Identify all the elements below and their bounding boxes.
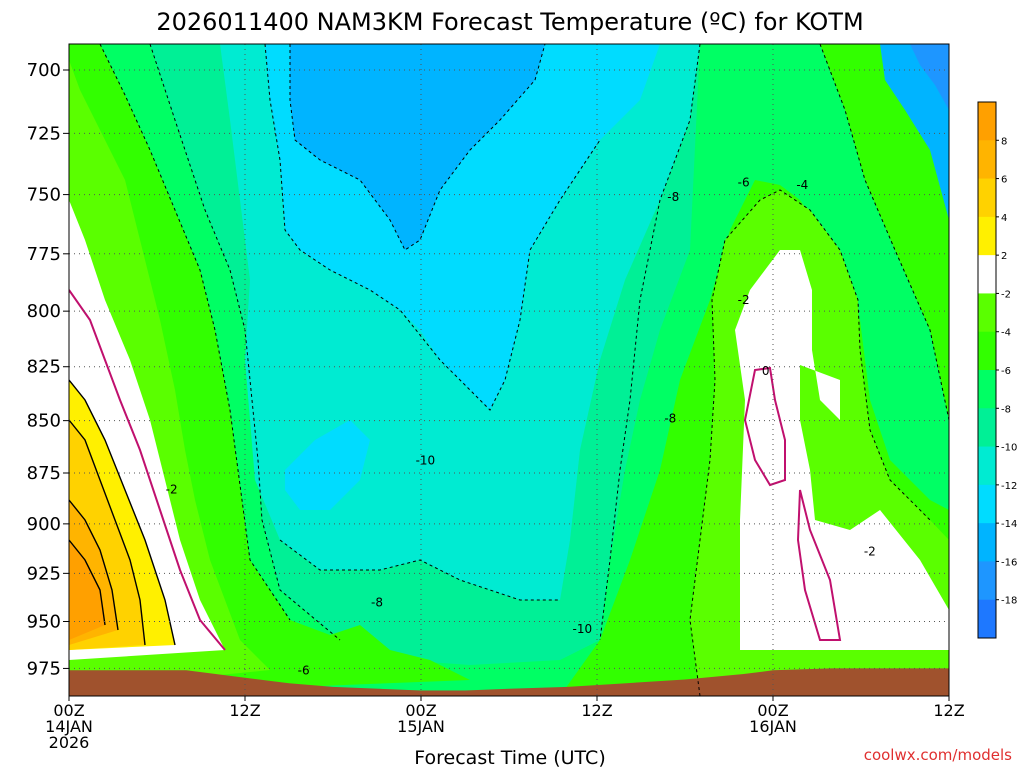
y-tick-label: 775 [27, 244, 61, 265]
contour-zero-line [69, 289, 842, 651]
y-axis: 700 725 750 775 800 825 850 875 900 925 950 975 [27, 60, 69, 679]
x-tick-label: 2026 [49, 733, 90, 752]
colorbar-swatch [978, 446, 996, 486]
contour-label: -2 [738, 293, 750, 307]
colorbar-swatch [978, 484, 996, 524]
contour-label: -4 [796, 178, 808, 192]
contour-label: -6 [298, 663, 310, 677]
gridlines [69, 44, 949, 696]
colorbar-swatch [978, 370, 996, 409]
contour-label: 0 [762, 364, 770, 378]
colorbar-swatch [978, 523, 996, 562]
contour-warm-line [69, 419, 146, 646]
contour-label: -2 [166, 482, 178, 496]
colorbar-label: -10 [1001, 443, 1017, 454]
y-tick-label: 750 [27, 185, 61, 206]
x-tick-label: 00Z [757, 701, 788, 720]
contour-warm-lines [69, 379, 176, 646]
contour-line [599, 44, 701, 641]
contour-line [264, 44, 601, 411]
colorbar-label: 2 [1001, 251, 1007, 262]
colorbar-swatch [978, 599, 996, 639]
plot-frame [68, 43, 950, 697]
colorbar: 8 6 4 2 -2 -4 -6 -8 -10 -12 -14 -16 -18 [977, 101, 1017, 639]
contour-label: -6 [738, 176, 750, 190]
colorbar-label: 8 [1001, 136, 1007, 147]
colorbar-swatch [978, 255, 996, 294]
contour-line [279, 539, 560, 601]
contour-warm-line [69, 499, 119, 631]
x-tick-label: 15JAN [397, 717, 445, 736]
contour-zero-east [743, 366, 786, 487]
contour-warm-line [69, 539, 106, 626]
colorbar-label: -18 [1001, 596, 1017, 607]
colorbar-label: -12 [1001, 481, 1017, 492]
colorbar-swatch [978, 216, 996, 256]
x-tick-label: 12Z [581, 701, 612, 720]
contour-line [689, 189, 931, 696]
y-tick-label: 800 [27, 301, 61, 322]
contour-zero-west [69, 289, 226, 651]
contour-zero-east-b [796, 489, 842, 641]
field-region-m16-m14-b [880, 44, 949, 220]
x-tick-label: 12Z [933, 701, 964, 720]
field-region-m2-p2-east [735, 250, 949, 650]
x-tick-label: 12Z [229, 701, 260, 720]
contour-label: -2 [864, 545, 876, 559]
y-tick-label: 875 [27, 463, 61, 484]
y-tick-label: 925 [27, 563, 61, 584]
watermark: coolwx.com/models [864, 746, 1012, 764]
contour-line [819, 44, 949, 421]
field-region-m16-m14-a [290, 44, 545, 250]
contour-label: -8 [371, 595, 383, 609]
y-tick-label: 850 [27, 411, 61, 432]
y-tick-label: 975 [27, 658, 61, 679]
colorbar-label: -8 [1001, 404, 1011, 415]
contour-label: -8 [667, 190, 679, 204]
contour-line [289, 44, 546, 251]
colorbar-label: -14 [1001, 519, 1017, 530]
colorbar-swatch [978, 178, 996, 218]
y-tick-label: 700 [27, 60, 61, 81]
contour-line [149, 44, 341, 641]
contour-labels: -2 -10 -8 -10 -6 -8 -8 -6 -4 -2 0 -2 [166, 176, 876, 678]
colorbar-swatch [978, 140, 996, 180]
y-tick-label: 825 [27, 357, 61, 378]
y-tick-label: 900 [27, 514, 61, 535]
y-tick-label: 950 [27, 612, 61, 633]
x-tick-label: 16JAN [749, 717, 797, 736]
x-axis-label: Forecast Time (UTC) [414, 747, 605, 768]
contour-warm-line [69, 379, 176, 646]
colorbar-swatch [978, 102, 996, 141]
field-region-p8-p10 [69, 540, 105, 640]
x-tick-label: 00Z [53, 701, 84, 720]
colorbar-label: -4 [1001, 328, 1011, 339]
colorbar-swatch [978, 331, 996, 371]
contour-label: -8 [664, 412, 676, 426]
colorbar-label: 4 [1001, 213, 1007, 224]
colorbar-swatch [978, 561, 996, 601]
colorbar-label: -6 [1001, 366, 1011, 377]
field-region-m18-m16 [910, 44, 949, 110]
colorbar-label: -16 [1001, 557, 1017, 568]
colorbar-label: -2 [1001, 289, 1011, 300]
x-tick-label: 14JAN [45, 717, 93, 736]
contour-line [99, 44, 291, 621]
terrain [69, 668, 949, 696]
x-tick-label: 00Z [405, 701, 436, 720]
plot-area: -2 -10 -8 -10 -6 -8 -8 -6 -4 -2 0 -2 [69, 44, 949, 696]
colorbar-label: 6 [1001, 175, 1007, 186]
contour-lines [99, 44, 949, 696]
contour-label: -10 [573, 622, 593, 636]
chart-title: 2026011400 NAM3KM Forecast Temperature (… [156, 8, 863, 36]
colorbar-swatch [978, 293, 996, 333]
contour-label: -10 [416, 454, 436, 468]
y-tick-label: 725 [27, 123, 61, 144]
colorbar-swatch [978, 408, 996, 448]
